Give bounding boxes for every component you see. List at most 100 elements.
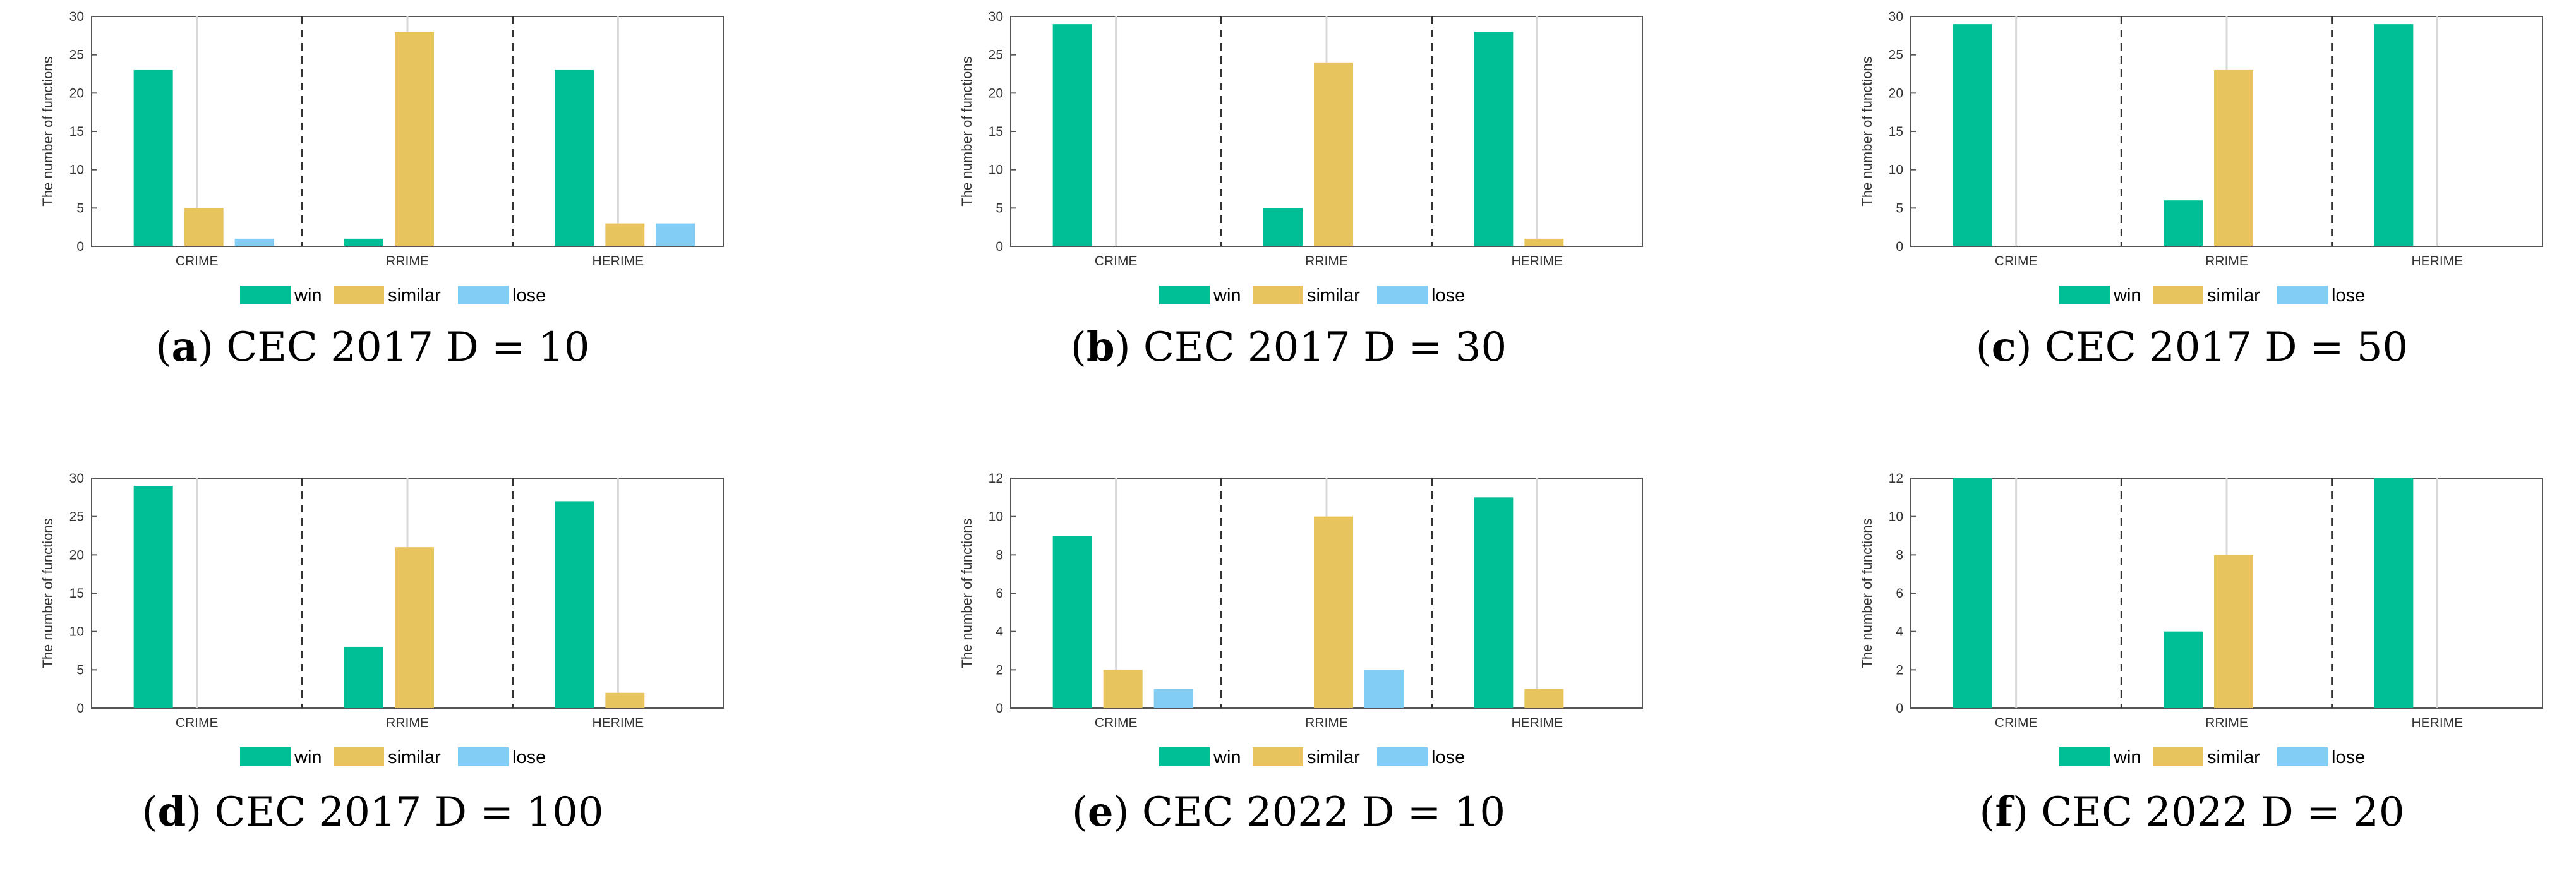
y-tick-label: 10 — [69, 163, 84, 178]
y-tick-label: 25 — [69, 48, 84, 63]
legend-swatch-win — [2059, 747, 2110, 766]
bar-win-herime — [1474, 497, 1514, 708]
legend-swatch-lose — [458, 747, 509, 766]
y-tick-label: 30 — [69, 9, 84, 24]
bar-similar-herime — [1524, 689, 1564, 708]
y-tick-label: 8 — [1896, 548, 1903, 562]
caption-text: CEC 2017 D = 30 — [1143, 324, 1507, 371]
x-tick-label: CRIME — [1095, 254, 1138, 268]
x-tick-label: CRIME — [176, 254, 219, 268]
caption-a: (a) CEC 2017 D = 10 — [155, 323, 590, 371]
caption-d: (d) CEC 2017 D = 100 — [141, 788, 604, 836]
y-tick-label: 10 — [69, 625, 84, 639]
bar-similar-rrime — [1314, 516, 1353, 708]
bar-win-rrime — [344, 646, 383, 708]
caption-text: CEC 2022 D = 10 — [1141, 789, 1506, 836]
chart-panel-e: 0 2 4 6 8 10 12 CRIME RRIME HERIME The number of f… — [959, 471, 1643, 768]
legend-label-similar: similar — [388, 286, 441, 306]
y-tick-label: 30 — [989, 9, 1003, 24]
bar-win-rrime — [1263, 208, 1303, 246]
x-tick-label: RRIME — [2205, 716, 2248, 730]
caption-text: CEC 2017 D = 100 — [214, 789, 604, 836]
bar-lose-herime — [656, 223, 695, 246]
bar-lose-crime — [1153, 689, 1193, 708]
y-tick-label: 5 — [76, 663, 84, 677]
bar-similar-rrime — [2214, 555, 2253, 708]
caption-b: (b) CEC 2017 D = 30 — [1070, 323, 1507, 371]
legend-label-lose: lose — [512, 747, 546, 768]
y-tick-label: 5 — [1896, 201, 1903, 215]
x-tick-label: RRIME — [2205, 254, 2248, 268]
x-tick-label: HERIME — [592, 716, 644, 730]
bar-win-crime — [1052, 24, 1092, 247]
bar-similar-herime — [1524, 238, 1564, 246]
caption-label: e — [1087, 788, 1114, 836]
legend-swatch-lose — [2277, 286, 2328, 304]
x-tick-label: RRIME — [1305, 254, 1348, 268]
legend-label-similar: similar — [1307, 286, 1360, 306]
x-tick-label: HERIME — [1511, 254, 1563, 268]
x-tick-label: CRIME — [1995, 716, 2038, 730]
bar-win-crime — [133, 69, 173, 246]
caption-text: CEC 2017 D = 50 — [2044, 324, 2409, 371]
y-tick-label: 0 — [1896, 701, 1903, 716]
y-tick-label: 30 — [69, 471, 84, 486]
chart-panel-b: 0 5 10 15 20 25 30 CRIME RRIME HERIME The number o… — [959, 9, 1643, 306]
caption-label: c — [1991, 323, 2016, 371]
y-tick-label: 20 — [1889, 86, 1903, 100]
bar-win-crime — [1953, 24, 1992, 247]
y-tick-label: 5 — [996, 201, 1003, 215]
legend-swatch-win — [240, 286, 291, 304]
legend-label-lose: lose — [512, 286, 546, 306]
caption-text: CEC 2017 D = 10 — [226, 324, 590, 371]
y-axis-label: The number of functions — [40, 518, 56, 668]
bar-lose-crime — [234, 238, 274, 246]
bar-similar-rrime — [395, 32, 434, 247]
y-tick-label: 0 — [76, 701, 84, 716]
x-tick-label: HERIME — [1511, 716, 1563, 730]
y-tick-label: 25 — [69, 510, 84, 524]
bar-win-crime — [1052, 536, 1092, 708]
x-tick-label: HERIME — [592, 254, 644, 268]
legend-swatch-similar — [1253, 747, 1303, 766]
legend-swatch-lose — [1377, 747, 1428, 766]
caption-c: (c) CEC 2017 D = 50 — [1975, 323, 2409, 371]
y-tick-label: 30 — [1889, 9, 1903, 24]
caption-label: a — [171, 323, 198, 371]
legend-label-lose: lose — [1431, 286, 1465, 306]
bar-win-herime — [555, 69, 594, 246]
x-tick-label: CRIME — [1095, 716, 1138, 730]
y-tick-label: 2 — [996, 663, 1003, 677]
y-axis-label: The number of functions — [40, 56, 56, 206]
bar-similar-rrime — [395, 547, 434, 708]
y-tick-label: 4 — [1896, 625, 1903, 639]
legend-label-win: win — [294, 747, 322, 768]
bar-similar-rrime — [2214, 69, 2253, 246]
y-tick-label: 20 — [69, 86, 84, 100]
bar-win-rrime — [2164, 631, 2203, 708]
bar-win-crime — [1953, 478, 1992, 708]
legend-swatch-lose — [458, 286, 509, 304]
legend-label-win: win — [2113, 747, 2141, 768]
y-axis-label: The number of functions — [1859, 518, 1875, 668]
x-tick-label: CRIME — [176, 716, 219, 730]
legend-swatch-lose — [2277, 747, 2328, 766]
y-tick-label: 25 — [1889, 48, 1903, 63]
bar-similar-crime — [184, 208, 224, 246]
y-axis-label: The number of functions — [1859, 56, 1875, 206]
y-tick-label: 5 — [76, 201, 84, 215]
y-tick-label: 0 — [76, 239, 84, 254]
y-axis-label: The number of functions — [959, 56, 975, 206]
x-tick-label: RRIME — [386, 254, 429, 268]
y-tick-label: 0 — [996, 239, 1003, 254]
x-tick-label: HERIME — [2411, 254, 2463, 268]
y-tick-label: 10 — [989, 510, 1003, 524]
bar-win-herime — [555, 501, 594, 708]
chart-panel-d: 0 5 10 15 20 25 30 CRIME RRIME HERIME The number o… — [40, 471, 724, 768]
bar-similar-crime — [1103, 670, 1143, 708]
legend-swatch-win — [240, 747, 291, 766]
y-tick-label: 15 — [69, 586, 84, 601]
legend-label-similar: similar — [2207, 286, 2260, 306]
y-tick-label: 10 — [1889, 510, 1903, 524]
legend-label-lose: lose — [1431, 747, 1465, 768]
